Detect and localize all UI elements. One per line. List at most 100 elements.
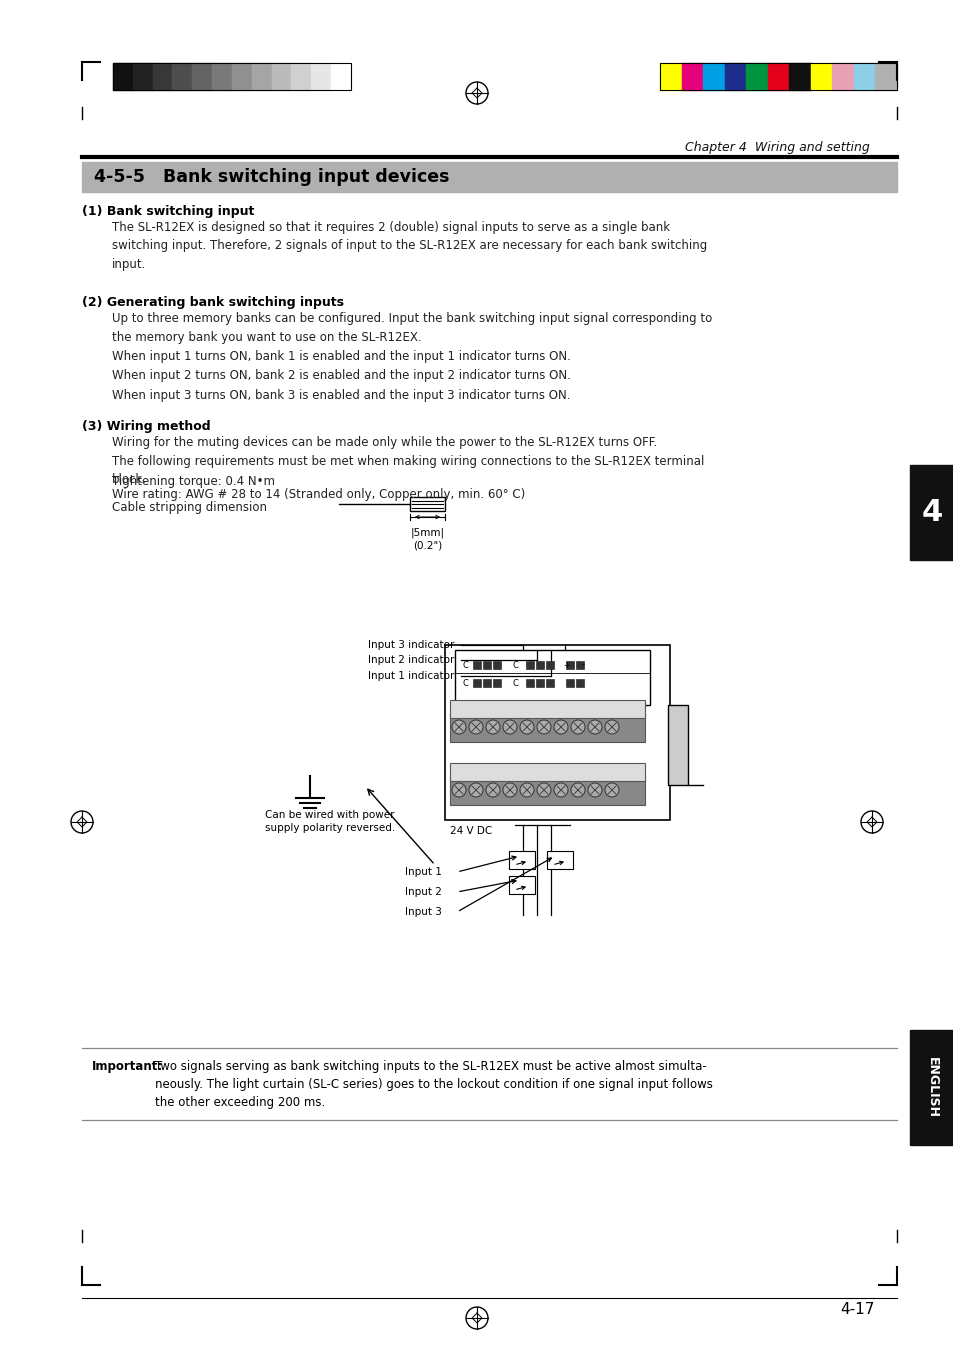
Bar	[212, 63, 232, 91]
Bar	[576, 680, 583, 688]
Text: -: -	[581, 661, 584, 670]
Bar	[473, 661, 480, 669]
Text: Cable stripping dimension: Cable stripping dimension	[112, 501, 267, 513]
Bar	[482, 661, 491, 669]
Bar	[745, 63, 767, 91]
Text: Important:: Important:	[91, 1061, 163, 1073]
Circle shape	[604, 784, 618, 797]
Text: (3) Wiring method: (3) Wiring method	[82, 420, 211, 434]
Circle shape	[502, 720, 517, 734]
Text: 24 V DC: 24 V DC	[450, 825, 492, 836]
Bar	[272, 63, 292, 91]
Text: C: C	[512, 661, 517, 670]
Bar	[112, 63, 132, 91]
Bar	[546, 851, 573, 869]
Bar	[680, 63, 702, 91]
Circle shape	[537, 784, 551, 797]
Circle shape	[452, 720, 465, 734]
Text: Input 2: Input 2	[405, 888, 441, 897]
Text: Tightening torque: 0.4 N•m: Tightening torque: 0.4 N•m	[112, 476, 274, 488]
Text: Input 1 indicator: Input 1 indicator	[368, 671, 454, 681]
Bar	[450, 777, 644, 805]
Bar	[132, 63, 152, 91]
Bar	[536, 661, 543, 669]
Circle shape	[571, 720, 584, 734]
Bar	[810, 63, 831, 91]
Text: C: C	[461, 661, 468, 670]
Text: 4-5-5   Bank switching input devices: 4-5-5 Bank switching input devices	[94, 168, 449, 186]
Circle shape	[587, 784, 601, 797]
Text: (2) Generating bank switching inputs: (2) Generating bank switching inputs	[82, 296, 344, 309]
Circle shape	[469, 784, 482, 797]
Text: When input 1 turns ON, bank 1 is enabled and the input 1 indicator turns ON.
Whe: When input 1 turns ON, bank 1 is enabled…	[112, 350, 570, 403]
Bar	[576, 661, 583, 669]
Text: C: C	[461, 678, 468, 688]
Bar	[193, 63, 212, 91]
Bar	[909, 1029, 953, 1146]
Text: (1) Bank switching input: (1) Bank switching input	[82, 205, 254, 218]
Bar	[444, 644, 669, 820]
Text: Input 3: Input 3	[405, 907, 441, 917]
Bar	[724, 63, 745, 91]
Bar	[545, 680, 554, 688]
Bar	[525, 680, 534, 688]
Text: +: +	[563, 661, 570, 670]
Circle shape	[604, 720, 618, 734]
Circle shape	[587, 720, 601, 734]
Bar	[667, 705, 687, 785]
Text: Chapter 4  Wiring and setting: Chapter 4 Wiring and setting	[684, 142, 869, 154]
Circle shape	[519, 784, 534, 797]
Bar	[545, 661, 554, 669]
Circle shape	[452, 784, 465, 797]
Bar	[509, 875, 535, 894]
Bar	[172, 63, 193, 91]
Text: supply polarity reversed.: supply polarity reversed.	[265, 823, 395, 834]
Bar	[311, 63, 331, 91]
Circle shape	[502, 784, 517, 797]
Circle shape	[554, 784, 567, 797]
Bar	[331, 63, 351, 91]
Bar	[82, 162, 896, 192]
Circle shape	[537, 720, 551, 734]
Bar	[659, 63, 680, 91]
Bar	[565, 680, 574, 688]
Text: Can be wired with power: Can be wired with power	[265, 811, 395, 820]
Text: C: C	[512, 678, 517, 688]
Text: 4: 4	[921, 499, 942, 527]
Text: 4-17: 4-17	[840, 1302, 874, 1317]
Bar	[788, 63, 810, 91]
Text: Input 1: Input 1	[405, 867, 441, 877]
Bar	[152, 63, 172, 91]
Bar	[450, 713, 644, 742]
Bar	[482, 680, 491, 688]
Text: The SL-R12EX is designed so that it requires 2 (double) signal inputs to serve a: The SL-R12EX is designed so that it requ…	[112, 222, 706, 272]
Bar	[493, 680, 500, 688]
Bar	[565, 661, 574, 669]
Bar	[292, 63, 311, 91]
Circle shape	[571, 784, 584, 797]
Text: |5mm|: |5mm|	[410, 527, 444, 538]
Text: Input 2 indicator: Input 2 indicator	[368, 655, 454, 665]
Bar	[659, 63, 896, 91]
Bar	[252, 63, 272, 91]
Text: Up to three memory banks can be configured. Input the bank switching input signa: Up to three memory banks can be configur…	[112, 312, 712, 343]
Bar	[410, 497, 444, 511]
Bar	[702, 63, 724, 91]
Bar	[875, 63, 896, 91]
Bar	[473, 680, 480, 688]
Bar	[525, 661, 534, 669]
Text: ENGLISH: ENGLISH	[924, 1056, 938, 1119]
Circle shape	[485, 720, 499, 734]
Bar	[232, 63, 252, 91]
Text: Input 3 indicator: Input 3 indicator	[368, 640, 454, 650]
Bar	[450, 763, 644, 781]
Circle shape	[554, 720, 567, 734]
Bar	[536, 680, 543, 688]
Text: Wiring for the muting devices can be made only while the power to the SL-R12EX t: Wiring for the muting devices can be mad…	[112, 436, 703, 486]
Text: Wire rating: AWG # 28 to 14 (Stranded only, Copper only, min. 60° C): Wire rating: AWG # 28 to 14 (Stranded on…	[112, 488, 525, 501]
Bar	[831, 63, 853, 91]
Circle shape	[519, 720, 534, 734]
Circle shape	[469, 720, 482, 734]
Bar	[493, 661, 500, 669]
Circle shape	[485, 784, 499, 797]
